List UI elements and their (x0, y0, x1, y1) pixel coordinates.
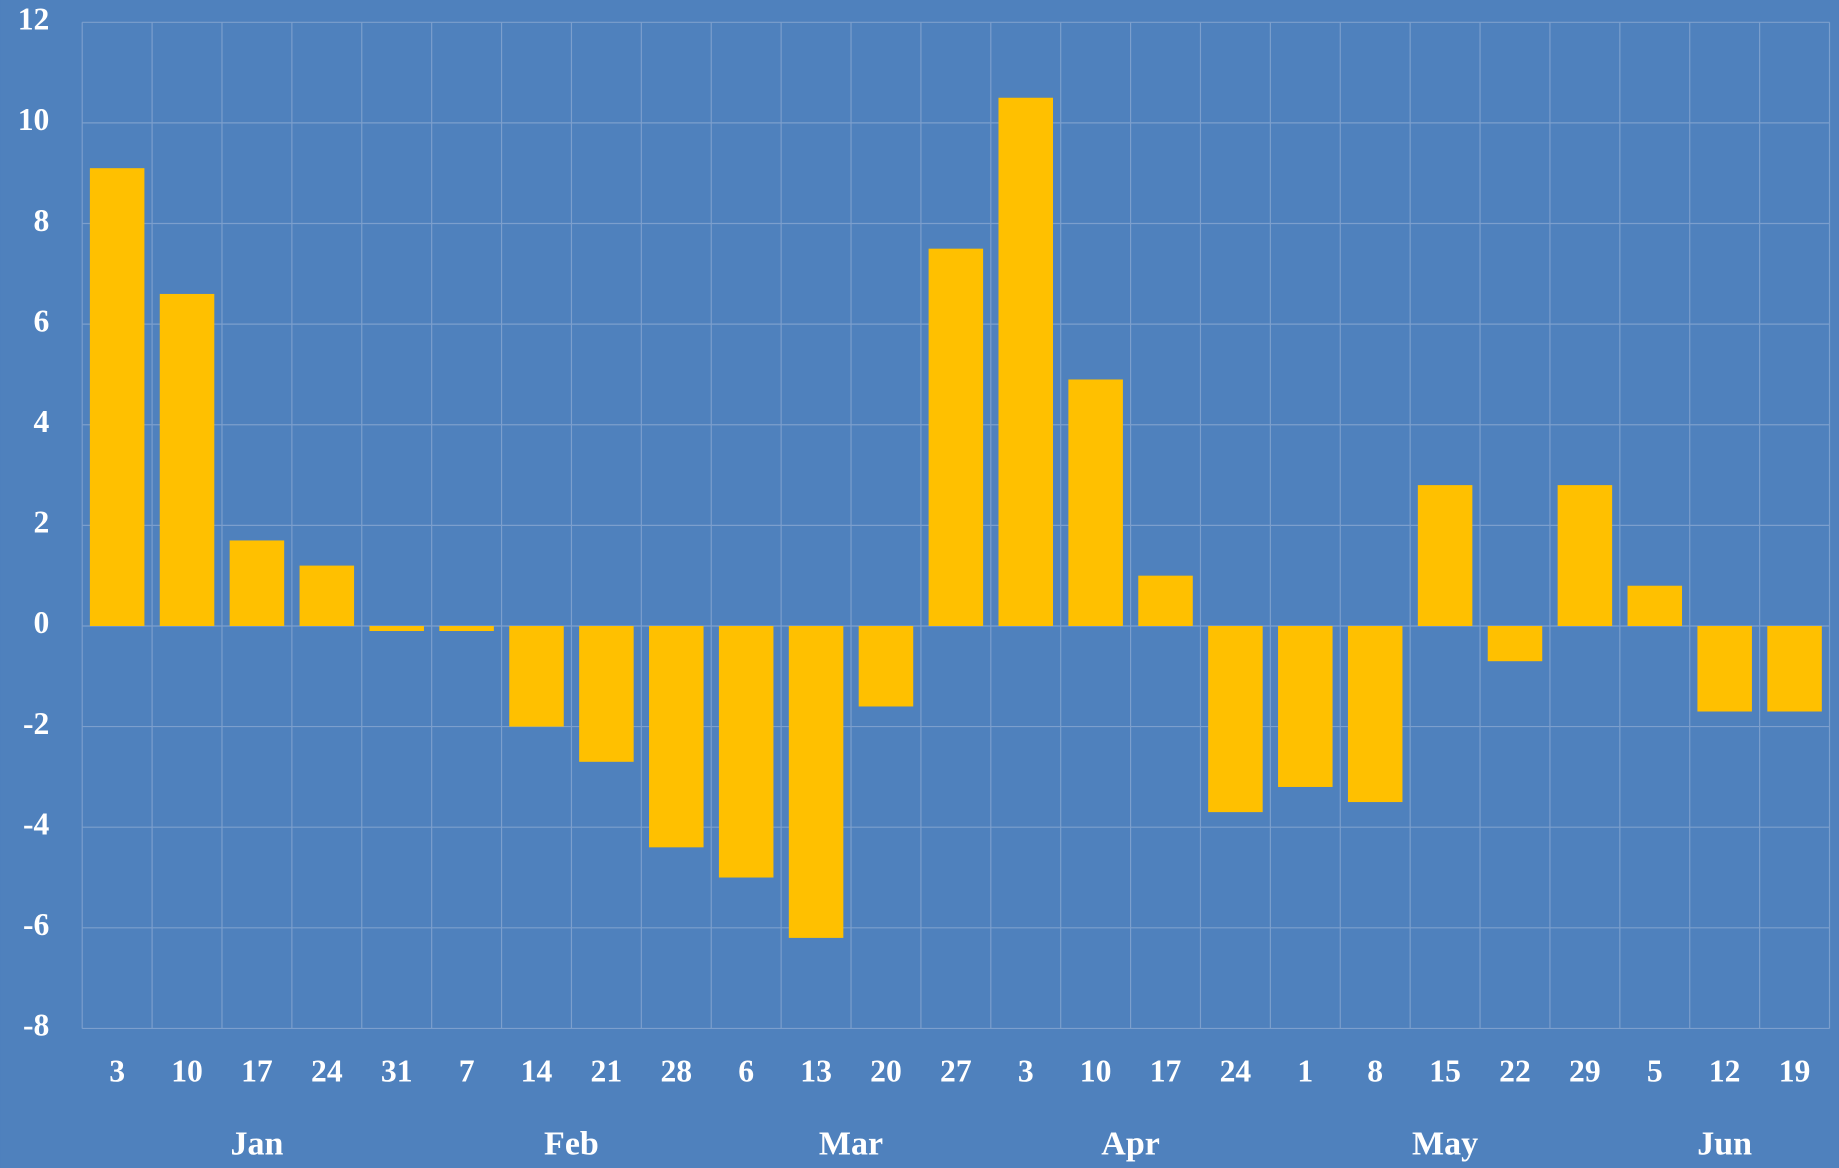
month-label: Mar (819, 1126, 883, 1163)
bar (1767, 625, 1822, 712)
bar (788, 625, 844, 938)
bar (649, 625, 704, 848)
x-tick-label: 20 (870, 1053, 902, 1088)
x-tick-label: 10 (1080, 1053, 1112, 1088)
y-tick-label: -8 (23, 1008, 49, 1043)
x-tick-label: 29 (1569, 1053, 1601, 1088)
bar (159, 293, 215, 626)
month-label: Apr (1101, 1126, 1160, 1163)
bar (509, 625, 564, 727)
month-label: Jan (230, 1126, 283, 1163)
x-tick-label: 27 (940, 1053, 972, 1088)
bar (439, 625, 494, 632)
x-tick-label: 24 (311, 1053, 343, 1088)
x-tick-label: 7 (459, 1053, 475, 1088)
month-label: Feb (544, 1126, 599, 1163)
bar (1347, 625, 1403, 803)
x-tick-label: 12 (1709, 1053, 1741, 1088)
x-tick-label: 3 (109, 1053, 125, 1088)
bar (998, 97, 1054, 626)
bar (1557, 485, 1613, 626)
y-tick-label: 2 (34, 505, 50, 540)
bar (1278, 625, 1333, 787)
y-tick-label: 6 (34, 303, 50, 338)
y-tick-label: 8 (34, 203, 50, 238)
y-tick-label: -6 (23, 907, 49, 942)
bar (718, 625, 774, 878)
month-label: May (1412, 1126, 1478, 1163)
x-tick-label: 13 (800, 1053, 832, 1088)
bar (369, 625, 424, 632)
y-tick-label: -2 (23, 706, 49, 741)
x-tick-label: 8 (1367, 1053, 1383, 1088)
bar (928, 248, 984, 626)
x-tick-label: 31 (381, 1053, 413, 1088)
x-tick-label: 3 (1018, 1053, 1034, 1088)
y-tick-label: 12 (18, 2, 50, 37)
x-tick-label: 17 (241, 1053, 273, 1088)
bar (229, 540, 285, 626)
bar (89, 168, 145, 626)
x-tick-label: 15 (1429, 1053, 1461, 1088)
bar (579, 625, 634, 762)
x-tick-label: 28 (660, 1053, 692, 1088)
x-tick-label: 17 (1150, 1053, 1182, 1088)
y-tick-label: 0 (34, 605, 50, 640)
bar (1138, 575, 1193, 626)
x-tick-label: 22 (1499, 1053, 1531, 1088)
bar (1208, 625, 1263, 813)
x-tick-label: 1 (1297, 1053, 1313, 1088)
bar (1487, 625, 1543, 662)
y-tick-label: 4 (34, 404, 50, 439)
y-tick-label: 10 (18, 102, 50, 137)
bar (1068, 379, 1123, 626)
x-tick-label: 21 (591, 1053, 623, 1088)
bar (1697, 625, 1752, 712)
y-tick-label: -4 (23, 806, 50, 841)
bar (1627, 585, 1683, 626)
bar (1417, 485, 1473, 626)
x-tick-label: 10 (171, 1053, 203, 1088)
x-tick-label: 19 (1779, 1053, 1811, 1088)
x-tick-label: 6 (738, 1053, 754, 1088)
x-tick-label: 5 (1647, 1053, 1663, 1088)
bar (858, 625, 914, 707)
bar (299, 565, 355, 626)
month-label: Jun (1697, 1126, 1752, 1163)
x-tick-label: 24 (1220, 1053, 1252, 1088)
x-tick-label: 14 (521, 1053, 553, 1088)
